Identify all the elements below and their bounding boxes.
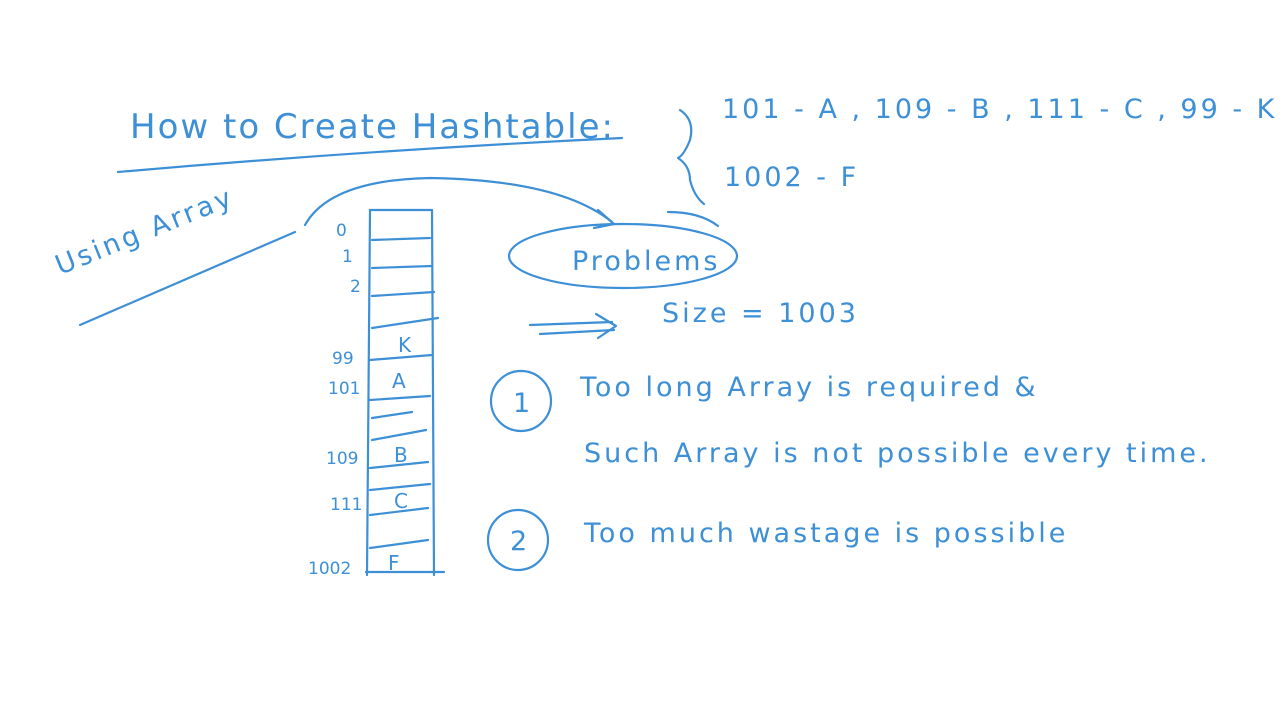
array-right-edge bbox=[430, 208, 436, 577]
array-index: 1002 bbox=[308, 559, 351, 579]
array-cell-value: C bbox=[394, 489, 408, 513]
problem-2-number: 2 bbox=[510, 526, 530, 557]
array-cell-value: K bbox=[398, 333, 412, 357]
problems-oval-overlap bbox=[666, 210, 720, 228]
array-index: 99 bbox=[332, 349, 354, 369]
array-cell-value: B bbox=[394, 443, 408, 467]
array-cell-value: F bbox=[388, 551, 400, 575]
array-divider bbox=[370, 410, 414, 420]
array-divider bbox=[368, 506, 430, 517]
array-index: 1 bbox=[342, 247, 353, 267]
implies-arrow-head bbox=[594, 312, 618, 340]
mapping-brace bbox=[676, 108, 706, 206]
title-underline bbox=[116, 136, 624, 174]
problem-1-circle bbox=[489, 369, 553, 433]
array-divider bbox=[370, 316, 440, 330]
array-divider bbox=[370, 264, 434, 270]
array-divider bbox=[368, 353, 434, 362]
title-text: How to Create Hashtable: bbox=[130, 107, 615, 147]
problem-2-circle bbox=[486, 508, 550, 572]
array-column bbox=[364, 208, 446, 577]
problem-2-line-1: Too much wastage is possible bbox=[583, 518, 1068, 549]
implies-arrow-line bbox=[538, 328, 616, 336]
array-index: 111 bbox=[330, 495, 362, 515]
implies-arrow-line bbox=[528, 320, 614, 327]
problems-oval bbox=[507, 222, 739, 290]
approach-underline bbox=[78, 230, 297, 327]
approach-label: Using Array bbox=[51, 182, 239, 282]
problem-1-line-1: Too long Array is required & bbox=[579, 372, 1039, 403]
array-divider bbox=[370, 236, 432, 242]
array-index: 101 bbox=[328, 379, 360, 399]
array-index: 2 bbox=[350, 277, 361, 297]
array-divider bbox=[368, 538, 430, 550]
mapping-line-2: 1002 - F bbox=[724, 162, 859, 193]
array-divider bbox=[370, 428, 428, 442]
array-divider bbox=[370, 290, 436, 298]
array-index: 109 bbox=[326, 449, 358, 469]
array-divider bbox=[368, 394, 432, 402]
array-divider bbox=[368, 482, 432, 492]
array-cell-value: A bbox=[392, 369, 406, 393]
array-left-edge bbox=[365, 208, 372, 577]
problem-1-number: 1 bbox=[513, 388, 533, 419]
array-divider bbox=[368, 460, 430, 470]
arrow-to-problems bbox=[303, 176, 614, 227]
array-index: 0 bbox=[336, 221, 347, 241]
mapping-line-1: 101 - A , 109 - B , 111 - C , 99 - K bbox=[722, 94, 1277, 125]
problem-1-line-2: Such Array is not possible every time. bbox=[584, 438, 1211, 469]
size-text: Size = 1003 bbox=[662, 298, 859, 329]
problems-label: Problems bbox=[572, 246, 720, 277]
